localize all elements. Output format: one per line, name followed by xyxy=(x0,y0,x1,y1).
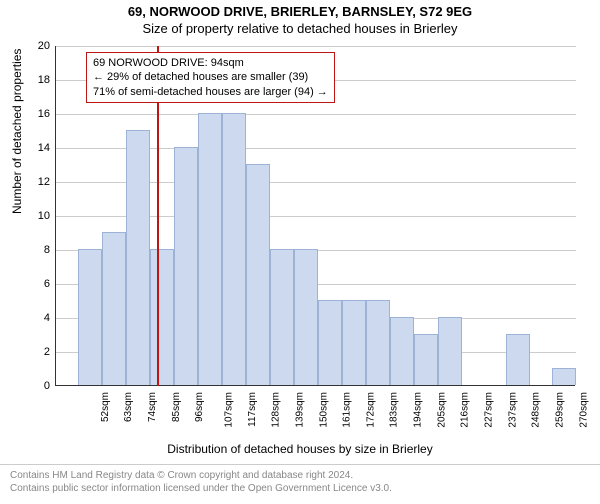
footer-attribution: Contains HM Land Registry data © Crown c… xyxy=(0,464,600,499)
bar xyxy=(318,300,342,385)
y-tick-label: 2 xyxy=(25,346,50,358)
y-tick-label: 18 xyxy=(25,74,50,86)
bar xyxy=(150,249,174,385)
x-tick-label: 117sqm xyxy=(246,392,257,427)
y-tick-label: 16 xyxy=(25,108,50,120)
x-tick-label: 128sqm xyxy=(271,392,282,428)
x-tick-label: 74sqm xyxy=(147,392,158,422)
x-axis-label: Distribution of detached houses by size … xyxy=(0,442,600,456)
plot-area: 69 NORWOOD DRIVE: 94sqm ← 29% of detache… xyxy=(55,46,575,386)
x-tick-label: 183sqm xyxy=(389,392,400,428)
bar xyxy=(294,249,318,385)
x-tick-label: 270sqm xyxy=(578,392,589,428)
bar xyxy=(198,113,222,385)
x-tick-label: 237sqm xyxy=(507,392,518,428)
x-tick-label: 216sqm xyxy=(460,392,471,428)
bar xyxy=(366,300,390,385)
y-tick-label: 20 xyxy=(25,40,50,52)
x-tick-label: 227sqm xyxy=(484,392,495,428)
bar xyxy=(506,334,530,385)
annotation-line3: 71% of semi-detached houses are larger (… xyxy=(93,85,328,99)
bar xyxy=(342,300,366,385)
y-tick-label: 4 xyxy=(25,312,50,324)
bar xyxy=(390,317,414,385)
bar xyxy=(438,317,462,385)
y-axis-label: Number of detached properties xyxy=(10,49,24,214)
bar xyxy=(102,232,126,385)
x-tick-label: 194sqm xyxy=(413,392,424,428)
footer-line1: Contains HM Land Registry data © Crown c… xyxy=(10,469,590,482)
plot-box: 69 NORWOOD DRIVE: 94sqm ← 29% of detache… xyxy=(55,46,575,386)
x-tick-label: 85sqm xyxy=(171,392,182,422)
x-tick-label: 52sqm xyxy=(100,392,111,422)
y-tick-label: 10 xyxy=(25,210,50,222)
annotation-box: 69 NORWOOD DRIVE: 94sqm ← 29% of detache… xyxy=(86,52,335,103)
y-tick-label: 0 xyxy=(25,380,50,392)
bar xyxy=(126,130,150,385)
x-tick-label: 150sqm xyxy=(318,392,329,428)
annotation-line2: ← 29% of detached houses are smaller (39… xyxy=(93,70,328,84)
x-tick-label: 63sqm xyxy=(123,392,134,422)
x-tick-label: 259sqm xyxy=(554,392,565,428)
x-tick-label: 96sqm xyxy=(194,392,205,422)
chart-subtitle: Size of property relative to detached ho… xyxy=(0,21,600,36)
chart-title-address: 69, NORWOOD DRIVE, BRIERLEY, BARNSLEY, S… xyxy=(0,4,600,19)
y-tick-label: 6 xyxy=(25,278,50,290)
chart-container: 69, NORWOOD DRIVE, BRIERLEY, BARNSLEY, S… xyxy=(0,4,600,504)
x-tick-label: 139sqm xyxy=(294,392,305,428)
bar xyxy=(414,334,438,385)
x-tick-label: 107sqm xyxy=(224,392,235,428)
x-tick-label: 205sqm xyxy=(436,392,447,428)
bar xyxy=(174,147,198,385)
bar xyxy=(246,164,270,385)
x-tick-label: 248sqm xyxy=(531,392,542,428)
annotation-line1: 69 NORWOOD DRIVE: 94sqm xyxy=(93,56,328,70)
y-tick-label: 14 xyxy=(25,142,50,154)
y-tick-label: 8 xyxy=(25,244,50,256)
bar xyxy=(222,113,246,385)
x-tick-label: 172sqm xyxy=(365,392,376,428)
bar xyxy=(552,368,576,385)
x-tick-label: 161sqm xyxy=(342,392,353,428)
bar xyxy=(78,249,102,385)
bar xyxy=(270,249,294,385)
y-tick-label: 12 xyxy=(25,176,50,188)
footer-line2: Contains public sector information licen… xyxy=(10,482,590,495)
